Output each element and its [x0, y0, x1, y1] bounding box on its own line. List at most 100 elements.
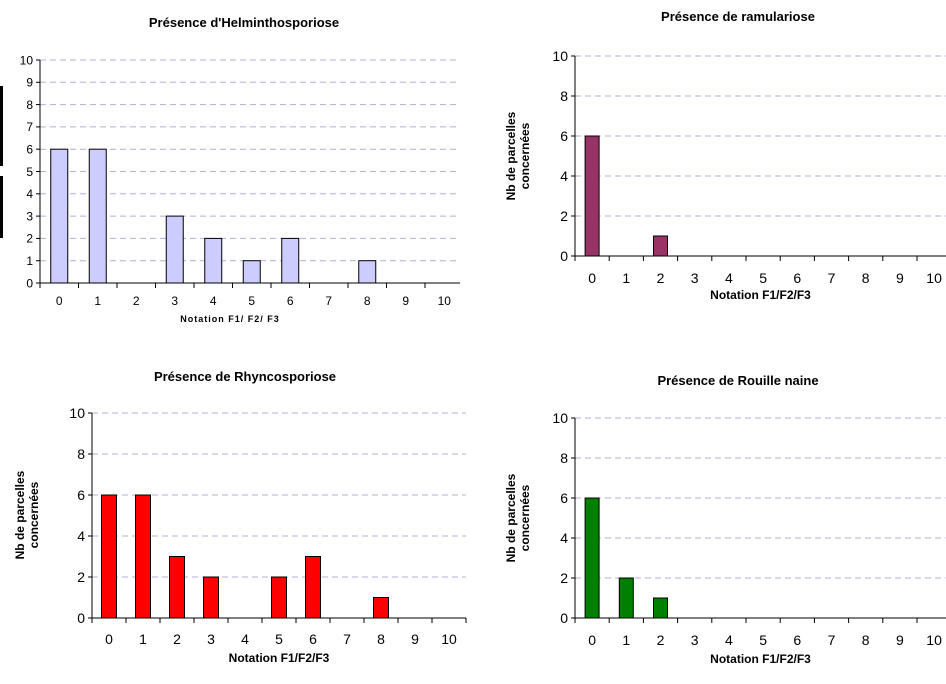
y-tick-label: 0	[77, 610, 85, 626]
x-tick-label: 1	[139, 631, 147, 647]
y-axis-label-line: concernées	[27, 481, 41, 548]
x-tick-label: 10	[926, 632, 942, 648]
y-tick-label: 8	[560, 88, 568, 104]
x-tick-label: 7	[828, 632, 836, 648]
x-tick-label: 7	[828, 270, 836, 286]
x-tick-label: 3	[691, 632, 699, 648]
y-tick-label: 9	[26, 76, 33, 90]
chart-title: Présence de Rouille naine	[657, 373, 818, 388]
x-tick-label: 10	[438, 294, 452, 308]
x-tick-label: 8	[364, 294, 371, 308]
bar	[169, 556, 185, 619]
bar	[271, 576, 287, 619]
x-tick-label: 6	[309, 631, 317, 647]
x-tick-label: 9	[896, 632, 904, 648]
y-tick-label: 10	[69, 405, 85, 421]
y-tick-label: 0	[26, 276, 33, 290]
bar	[101, 494, 117, 619]
y-axis-label-line: Nb de parcelles	[504, 473, 518, 562]
y-axis-label-line: concernées	[518, 122, 532, 189]
x-tick-label: 2	[173, 631, 181, 647]
bar	[305, 556, 321, 619]
x-tick-label: 4	[241, 631, 249, 647]
y-tick-label: 6	[77, 487, 85, 503]
x-tick-label: 7	[343, 631, 351, 647]
x-tick-label: 5	[275, 631, 283, 647]
y-tick-label: 4	[77, 528, 85, 544]
x-tick-label: 3	[691, 270, 699, 286]
y-tick-label: 6	[560, 490, 568, 506]
x-axis-label: Notation F1/ F2/ F3	[180, 314, 280, 324]
bar	[204, 237, 223, 284]
chart-3: Présence de Rhyncosporiose 0 2 4 6 8 10 0 1 2 3 4 5 6…	[13, 369, 467, 665]
y-tick-label: 4	[560, 530, 568, 546]
x-tick-label: 3	[207, 631, 215, 647]
chart-4: Présence de Rouille naine 0 2 4 6 8 10 0 1 2 3 4 5 6 7…	[504, 373, 946, 666]
y-tick-label: 2	[560, 570, 568, 586]
y-tick-label: 7	[26, 120, 33, 134]
x-tick-label: 0	[588, 632, 596, 648]
x-axis-label: Notation F1/F2/F3	[710, 288, 811, 302]
y-tick-label: 8	[560, 450, 568, 466]
y-tick-label: 2	[26, 232, 33, 246]
y-tick-label: 10	[552, 48, 568, 64]
x-axis-label: Notation F1/F2/F3	[229, 651, 330, 665]
x-tick-label: 1	[94, 294, 101, 308]
x-tick-label: 5	[759, 632, 767, 648]
chart-1: Présence d'Helminthosporiose012345678910…	[20, 15, 460, 324]
bar	[584, 497, 600, 619]
y-axis-label-line: Nb de parcelles	[504, 111, 518, 200]
x-tick-label: 4	[725, 632, 733, 648]
bar	[281, 237, 300, 284]
x-tick-label: 5	[759, 270, 767, 286]
bar	[653, 597, 668, 619]
x-tick-label: 10	[441, 631, 457, 647]
x-tick-label: 2	[133, 294, 140, 308]
bar	[358, 260, 377, 284]
y-axis-label-line: Nb de parcelles	[13, 470, 27, 559]
bar	[373, 597, 389, 619]
x-tick-label: 6	[793, 632, 801, 648]
bar	[203, 576, 219, 619]
edge-stub	[0, 86, 3, 166]
chart-title: Présence d'Helminthosporiose	[149, 15, 339, 30]
y-tick-label: 10	[20, 53, 34, 67]
x-tick-label: 1	[622, 270, 630, 286]
x-axis-label: Notation F1/F2/F3	[710, 652, 811, 666]
x-tick-label: 8	[862, 270, 870, 286]
bar	[242, 260, 261, 284]
bar	[165, 215, 184, 284]
x-tick-label: 0	[56, 294, 63, 308]
x-tick-label: 0	[105, 631, 113, 647]
y-tick-label: 6	[560, 128, 568, 144]
x-tick-label: 4	[210, 294, 217, 308]
x-tick-label: 9	[402, 294, 409, 308]
y-tick-label: 0	[560, 610, 568, 626]
y-tick-label: 1	[26, 254, 33, 268]
x-tick-label: 4	[725, 270, 733, 286]
x-tick-label: 2	[657, 632, 665, 648]
x-tick-label: 10	[926, 270, 942, 286]
x-tick-label: 1	[622, 632, 630, 648]
x-tick-label: 9	[411, 631, 419, 647]
x-tick-label: 9	[896, 270, 904, 286]
y-tick-label: 5	[26, 165, 33, 179]
y-tick-label: 8	[26, 98, 33, 112]
bar	[50, 148, 69, 284]
y-axis-label: Nb de parcellesconcernées	[504, 111, 532, 200]
y-axis-label: Nb de parcellesconcernées	[504, 473, 532, 562]
x-tick-label: 8	[862, 632, 870, 648]
x-tick-label: 3	[171, 294, 178, 308]
chart-2: Présence de ramulariose 0 2 4 6 8 10 0 1 2 3 4 5 6 7 8 9…	[504, 9, 946, 302]
y-tick-label: 0	[560, 248, 568, 264]
y-tick-label: 8	[77, 446, 85, 462]
x-tick-label: 8	[377, 631, 385, 647]
chart-title: Présence de ramulariose	[661, 9, 815, 24]
y-tick-label: 6	[26, 143, 33, 157]
x-tick-label: 5	[248, 294, 255, 308]
bar	[88, 148, 107, 284]
chart-title: Présence de Rhyncosporiose	[154, 369, 336, 384]
bar	[584, 135, 600, 257]
y-tick-label: 2	[560, 208, 568, 224]
